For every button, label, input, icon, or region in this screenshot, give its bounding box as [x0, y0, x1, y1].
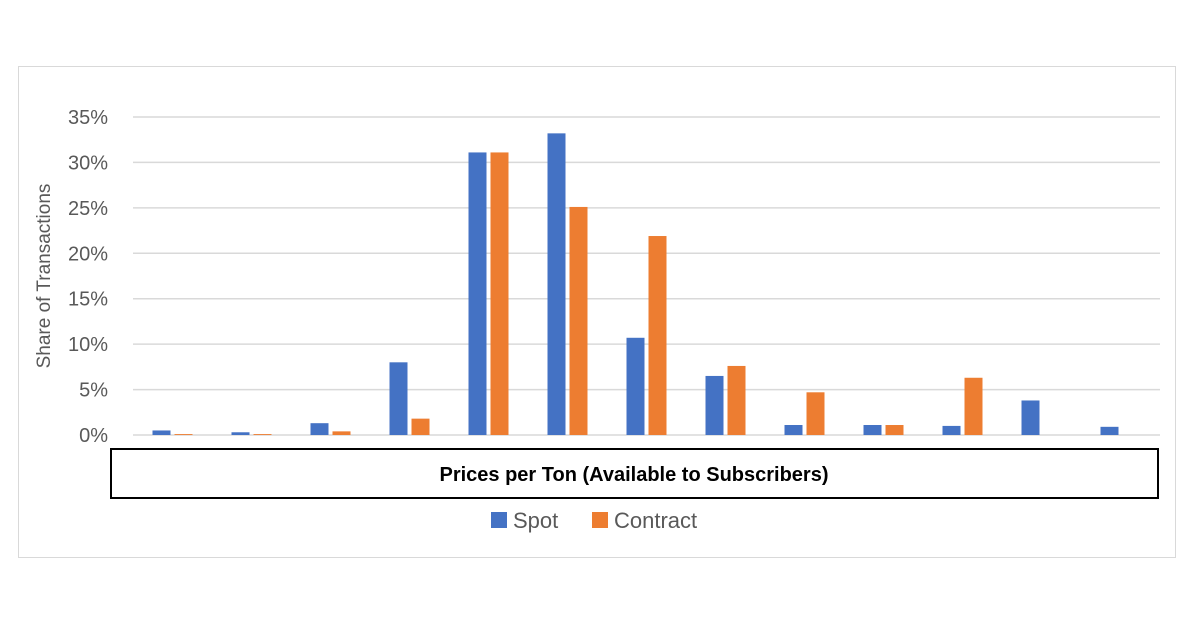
bar-contract	[727, 365, 746, 435]
y-tick-label: 25%	[68, 198, 108, 220]
gridlines	[133, 116, 1160, 436]
bar-spot	[1100, 426, 1119, 435]
bar-spot	[626, 337, 645, 435]
bar-spot	[547, 133, 566, 435]
y-tick-labels: 0% 5% 10% 15% 20% 25% 30% 35%	[68, 107, 108, 447]
bar-contract	[569, 206, 588, 435]
y-tick-label: 15%	[68, 289, 108, 311]
bar-spot	[1021, 400, 1040, 435]
bar-contract	[411, 418, 430, 435]
y-tick-label: 20%	[68, 243, 108, 265]
bar-spot	[705, 375, 724, 435]
bar-spot	[863, 425, 882, 435]
x-axis-label: Prices per Ton (Available to Subscribers…	[439, 464, 828, 486]
bar-spot	[389, 362, 408, 435]
bar-contract	[332, 431, 351, 435]
y-tick-label: 10%	[68, 334, 108, 356]
y-tick-label: 35%	[68, 107, 108, 129]
x-axis-label-box	[110, 448, 1159, 499]
bar-contract	[806, 392, 825, 435]
bar-spot	[942, 425, 961, 435]
legend: Spot Contract	[491, 508, 697, 533]
bar-contract	[490, 152, 509, 436]
bar-spot	[152, 430, 171, 435]
legend-label-contract: Contract	[614, 508, 697, 533]
bar-contract	[174, 434, 193, 435]
bar-spot	[784, 425, 803, 435]
legend-swatch-contract	[592, 512, 608, 528]
bar-spot	[231, 432, 250, 435]
bar-contract	[648, 236, 667, 435]
bar-contract	[964, 377, 983, 435]
bars	[152, 133, 1119, 436]
y-axis-label: Share of Transactions	[34, 184, 55, 369]
y-tick-label: 0%	[79, 425, 108, 447]
y-tick-label: 5%	[79, 380, 108, 402]
y-tick-label: 30%	[68, 152, 108, 174]
bar-contract	[253, 434, 272, 435]
bar-contract	[885, 425, 904, 435]
bar-spot	[468, 152, 487, 436]
bar-spot	[310, 423, 329, 435]
legend-swatch-spot	[491, 512, 507, 528]
legend-label-spot: Spot	[513, 508, 558, 533]
